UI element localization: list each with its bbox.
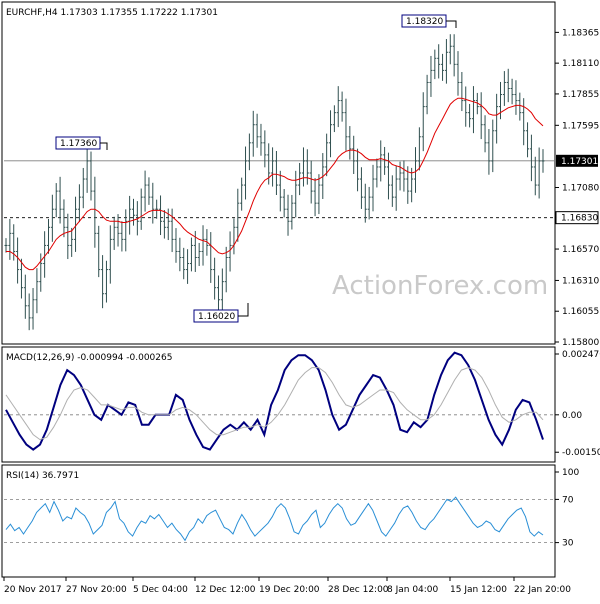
rsi-lines [4, 496, 555, 543]
rsi-axis: 100 70 30 [555, 468, 579, 549]
annotation-label: 1.18320 [406, 17, 443, 27]
macd-panel-frame [1, 346, 556, 463]
moving-average-line-group [6, 97, 544, 271]
macd-tick-label: -0.001507 [562, 448, 600, 458]
current-price-box [556, 154, 598, 167]
macd-panel-title: MACD(12,26,9) -0.000994 -0.000265 [6, 353, 172, 363]
current-price-label: 1.17301 [561, 157, 598, 167]
rsi-panel-frame [1, 464, 556, 578]
macd-main-line [5, 351, 544, 451]
time-tick-label: 5 Dec 04:00 [133, 585, 188, 595]
price-panel-title: EURCHF,H4 1.17303 1.17355 1.17222 1.1730… [6, 8, 218, 18]
watermark: ActionForex.com [332, 271, 548, 301]
time-tick-label: 20 Nov 2017 [4, 585, 62, 595]
price-candles [4, 34, 545, 331]
price-tick-label: 1.18365 [562, 28, 599, 38]
price-tick-label: 1.16570 [562, 245, 599, 255]
time-tick-label: 28 Dec 12:00 [328, 585, 389, 595]
time-axis: 20 Nov 2017 27 Nov 20:00 5 Dec 04:00 12 Dec… [3, 577, 571, 595]
annotation-label: 1.16020 [198, 312, 235, 322]
time-tick-label: 19 Dec 20:00 [259, 585, 320, 595]
annotation-leader [446, 20, 457, 28]
support-level-label: 1.16830 [561, 214, 598, 224]
macd-axis: 0.002476 0.00 -0.001507 [555, 350, 600, 458]
macd-lines [4, 351, 555, 451]
macd-signal-line [5, 367, 544, 441]
price-axis: 1.18365 1.18110 1.17855 1.17595 1.17080 1.165… [555, 28, 599, 348]
macd-tick-label: 0.00 [562, 411, 582, 421]
rsi-panel-title: RSI(14) 36.7971 [6, 471, 79, 481]
price-tick-label: 1.18110 [562, 59, 599, 69]
price-panel-frame [1, 1, 556, 345]
time-tick-label: 22 Jan 20:00 [514, 585, 571, 595]
annotation-label: 1.17360 [60, 139, 97, 149]
price-tick-label: 1.16310 [562, 276, 599, 286]
time-tick-label: 8 Jan 04:00 [387, 585, 439, 595]
price-tick-label: 1.17595 [562, 121, 599, 131]
time-tick-label: 12 Dec 12:00 [195, 585, 256, 595]
annotation-leader [238, 303, 249, 317]
rsi-tick-label: 100 [562, 468, 579, 478]
price-annotations: 1.17360 1.16020 1.18320 [55, 14, 457, 323]
price-tick-label: 1.17080 [562, 183, 599, 193]
time-tick-label: 27 Nov 20:00 [66, 585, 127, 595]
rsi-tick-label: 30 [562, 539, 574, 549]
price-tick-label: 1.17855 [562, 90, 599, 100]
annotation-leader [100, 142, 108, 150]
macd-tick-label: 0.002476 [562, 350, 600, 360]
support-level-box [555, 211, 599, 225]
moving-average-line [6, 97, 544, 271]
price-tick-label: 1.15800 [562, 338, 599, 348]
price-reference-lines [4, 160, 555, 219]
rsi-tick-label: 70 [562, 495, 574, 505]
time-tick-label: 15 Jan 12:00 [450, 585, 507, 595]
price-tick-label: 1.16055 [562, 307, 599, 317]
rsi-line [5, 496, 544, 542]
